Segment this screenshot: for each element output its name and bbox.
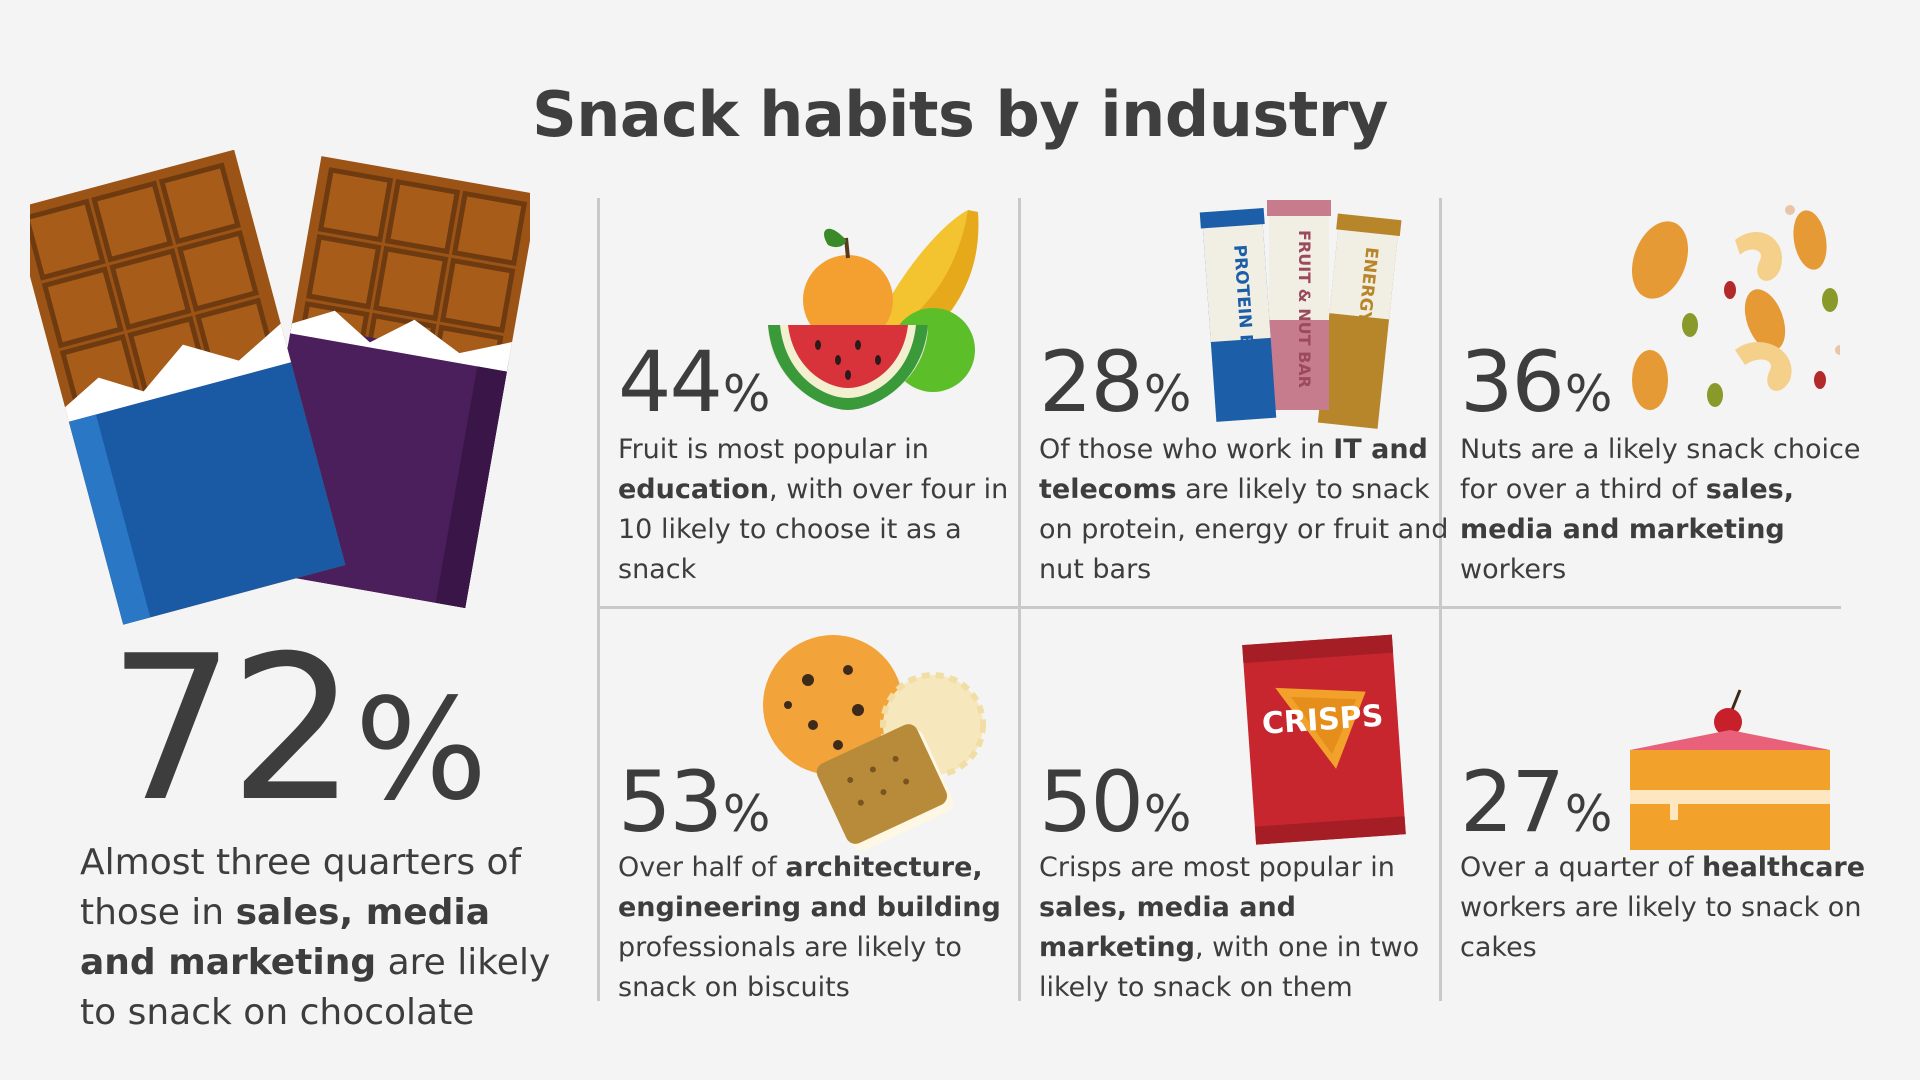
main-stat-value: 72% — [108, 613, 488, 846]
stat-value: 36% — [1460, 333, 1613, 431]
chocolate-bars-icon — [30, 150, 530, 625]
crisps-icon: CRISPS — [1242, 634, 1406, 845]
stat-description: Of those who work in IT and telecoms are… — [1039, 434, 1449, 585]
grid-divider — [597, 198, 600, 1001]
grid-divider — [1018, 198, 1021, 1001]
fruit-icon — [768, 210, 979, 410]
stat-description: Fruit is most popular in education, with… — [618, 434, 1009, 585]
stat-value: 53% — [618, 753, 771, 851]
stat-description: Over a quarter of healthcare workers are… — [1460, 852, 1866, 963]
grid-divider — [597, 606, 1841, 609]
stat-description: Nuts are a likely snack choice for over … — [1460, 434, 1861, 585]
svg-text:CRISPS: CRISPS — [1261, 699, 1385, 742]
main-stat-description: Almost three quarters of those in sales,… — [80, 842, 551, 1033]
svg-text:FRUIT & NUT BAR: FRUIT & NUT BAR — [1295, 230, 1314, 388]
cake-icon — [1630, 689, 1830, 850]
snack-bars-icon: ENERGY BAR FRUIT & NUT BAR PROTEIN BAR — [1199, 200, 1402, 429]
page-title: Snack habits by industry — [532, 78, 1388, 151]
grid-divider — [1439, 198, 1442, 1001]
nuts-icon — [1631, 205, 1840, 410]
stat-value: 44% — [618, 333, 771, 431]
stat-value: 50% — [1039, 753, 1192, 851]
stat-card-crisps: CRISPS 50% Crisps are most popular in sa… — [1039, 620, 1449, 1020]
stat-card-biscuits: 53% Over half of architecture, engineeri… — [618, 620, 1028, 1020]
stat-description: Over half of architecture, engineering a… — [618, 852, 1001, 1003]
stat-card-cake: 27% Over a quarter of healthcare workers… — [1460, 620, 1870, 1020]
stat-card-fruit: 44% Fruit is most popular in education, … — [618, 200, 1028, 600]
stat-value: 27% — [1460, 753, 1613, 851]
stat-card-snack-bars: ENERGY BAR FRUIT & NUT BAR PROTEIN BAR 2… — [1039, 200, 1449, 600]
stat-value: 28% — [1039, 333, 1192, 431]
biscuits-icon — [763, 635, 986, 850]
stat-card-nuts: 36% Nuts are a likely snack choice for o… — [1460, 200, 1870, 600]
stat-description: Crisps are most popular in sales, media … — [1039, 852, 1420, 1003]
